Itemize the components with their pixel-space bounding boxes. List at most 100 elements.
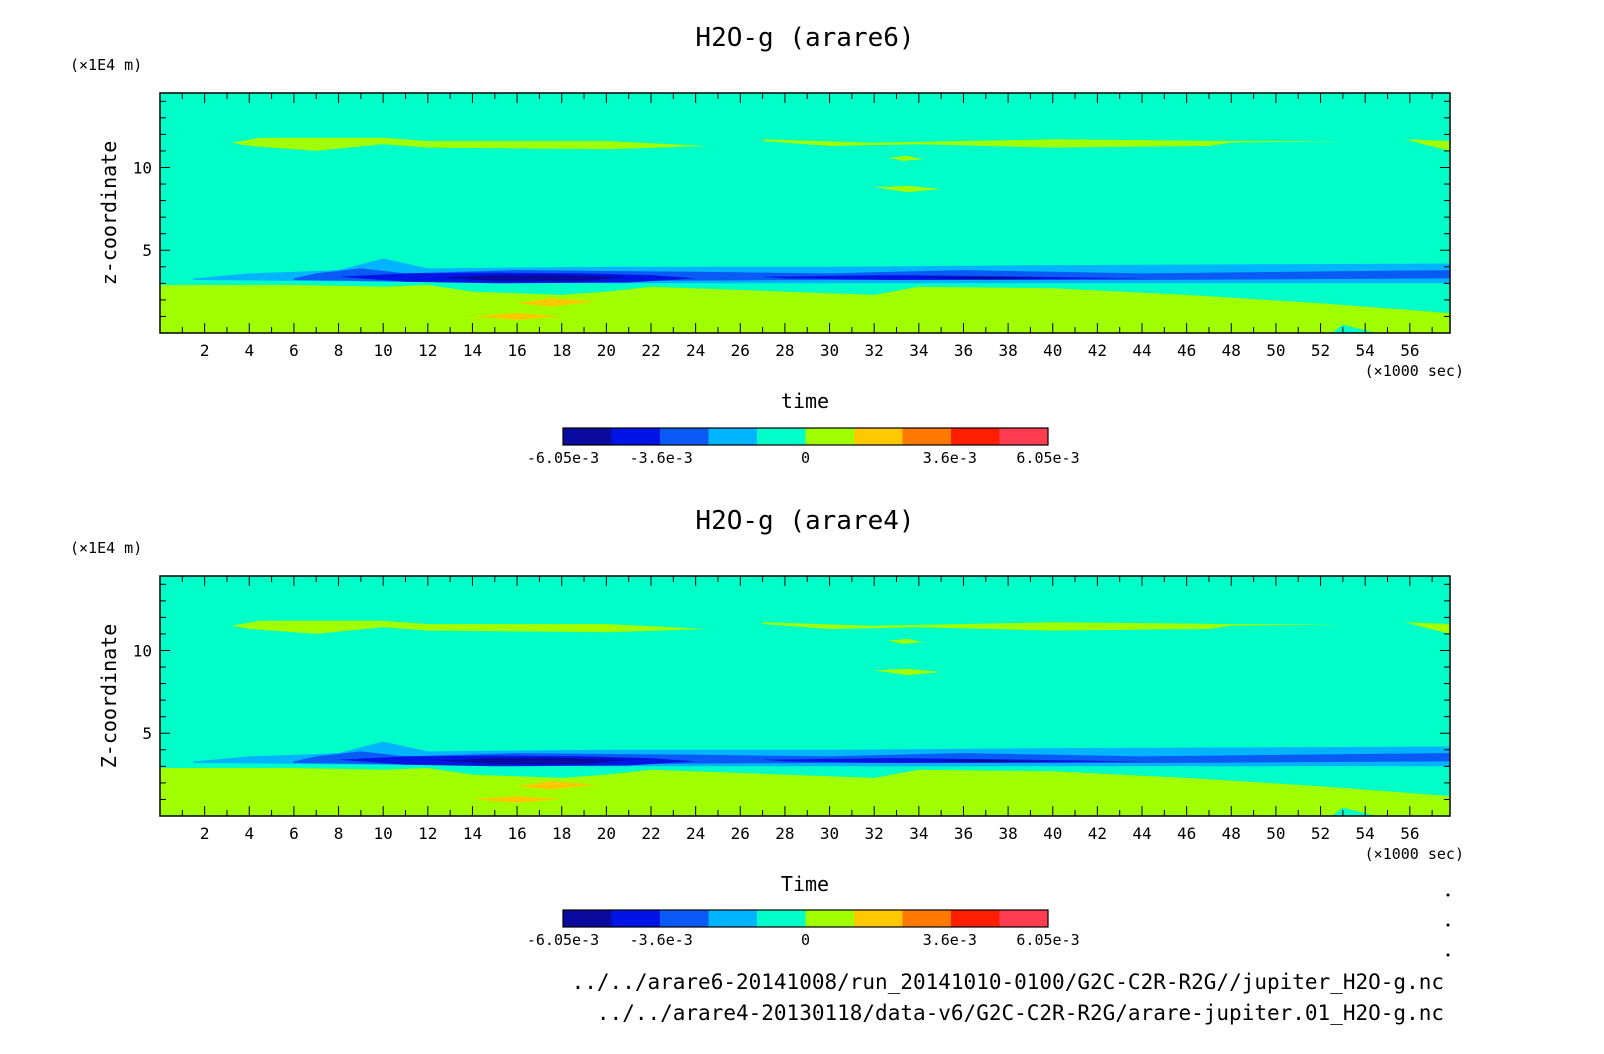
colorbar-tick-label: -6.05e-3 (527, 449, 599, 467)
heatmap-region (231, 137, 707, 151)
y-axis-label: Z-coordinate (97, 624, 121, 769)
footer-file-2: ../../arare4-20130118/data-v6/G2C-C2R-R2… (596, 1001, 1444, 1025)
x-tick-label: 16 (507, 824, 526, 843)
x-tick-label: 46 (1177, 824, 1196, 843)
colorbar-tick-label: 6.05e-3 (1016, 931, 1079, 949)
x-tick-label: 8 (334, 341, 344, 360)
colorbar-swatch (708, 910, 758, 927)
y-tick-label: 10 (133, 641, 152, 660)
colorbar-swatch (757, 910, 806, 927)
y-unit-label: (×1E4 m) (70, 56, 142, 74)
y-tick-label: 5 (142, 241, 152, 260)
colorbar-swatch (563, 910, 612, 927)
colorbar-frame (562, 909, 1049, 928)
x-tick-label: 24 (686, 824, 705, 843)
x-tick-label: 16 (507, 341, 526, 360)
chart-title: H2O-g (arare6) (695, 23, 914, 53)
footer-file-1: ../../arare6-20141008/run_20141010-0100/… (571, 970, 1444, 994)
x-tick-label: 48 (1222, 341, 1241, 360)
colorbar-tick-label: 6.05e-3 (1016, 449, 1079, 467)
x-tick-label: 52 (1311, 824, 1330, 843)
x-tick-label: 54 (1356, 341, 1375, 360)
x-tick-label: 38 (998, 824, 1017, 843)
x-tick-label: 28 (775, 341, 794, 360)
colorbar-swatch (660, 428, 709, 445)
heatmap-region (231, 620, 707, 634)
heatmap-region (762, 622, 1343, 631)
heatmap-region (517, 298, 596, 307)
colorbar-swatch (951, 910, 1000, 927)
y-axis-label: z-coordinate (97, 141, 121, 286)
plot-frame (159, 92, 1451, 334)
x-tick-label: 4 (244, 824, 254, 843)
colorbar-tick-label: 3.6e-3 (923, 931, 977, 949)
x-tick-label: 56 (1400, 341, 1419, 360)
x-tick-label: 46 (1177, 341, 1196, 360)
x-tick-label: 54 (1356, 824, 1375, 843)
colorbar-tick-label: 0 (801, 931, 810, 949)
chart-panel-1: 2 4 6 8 10 12 14 16 18 20 22 24 26 28 30 32 34 36 38 40 42 44… (70, 23, 1464, 467)
x-tick-label: 36 (954, 341, 973, 360)
colorbar-swatch (805, 910, 855, 927)
marker-dot (1446, 923, 1450, 927)
x-tick-label: 30 (820, 341, 839, 360)
x-tick-label: 40 (1043, 824, 1062, 843)
x-tick-label: 50 (1266, 824, 1285, 843)
heatmap-region (918, 759, 1053, 763)
x-tick-label: 30 (820, 824, 839, 843)
x-tick-label: 44 (1132, 341, 1151, 360)
x-tick-label: 8 (334, 824, 344, 843)
x-axis-label: time (781, 389, 829, 413)
colorbar-swatch (805, 428, 855, 445)
colorbar-swatch (999, 910, 1049, 927)
x-tick-label: 4 (244, 341, 254, 360)
x-tick-label: 14 (463, 341, 482, 360)
colorbar-swatch (708, 428, 758, 445)
colorbar-tick-label: -6.05e-3 (527, 931, 599, 949)
colorbar-tick-label: 0 (801, 449, 810, 467)
x-tick-label: 56 (1400, 824, 1419, 843)
x-tick-label: 42 (1088, 824, 1107, 843)
x-tick-label: 50 (1266, 341, 1285, 360)
x-tick-label: 40 (1043, 341, 1062, 360)
heatmap-region (887, 638, 924, 644)
colorbar-swatch (902, 428, 952, 445)
x-tick-label: 2 (200, 341, 210, 360)
colorbar-frame (562, 427, 1049, 446)
heatmap-region (439, 275, 629, 281)
x-tick-label: 18 (552, 341, 571, 360)
x-tick-label: 26 (731, 341, 750, 360)
heatmap-region (160, 768, 1450, 816)
y-unit-label: (×1E4 m) (70, 539, 142, 557)
chart-panel-2: 2 4 6 8 10 12 14 16 18 20 22 24 26 28 30 32 34 36 38 40 42 44… (70, 506, 1464, 949)
x-tick-label: 2 (200, 824, 210, 843)
x-tick-label: 26 (731, 824, 750, 843)
colorbar-swatch (902, 910, 952, 927)
x-tick-label: 6 (289, 341, 299, 360)
marker-dot (1446, 893, 1450, 897)
colorbar-swatch (563, 428, 612, 445)
x-tick-label: 18 (552, 824, 571, 843)
x-tick-label: 6 (289, 824, 299, 843)
x-tick-label: 38 (998, 341, 1017, 360)
x-tick-label: 12 (418, 341, 437, 360)
colorbar-swatch (757, 428, 806, 445)
heatmap-region (517, 781, 596, 790)
colorbar-swatch (611, 428, 661, 445)
chart-title: H2O-g (arare4) (695, 506, 914, 536)
x-unit-label: (×1000 sec) (1365, 362, 1464, 380)
x-tick-label: 10 (374, 341, 393, 360)
x-tick-label: 48 (1222, 824, 1241, 843)
heatmap-region (1405, 139, 1450, 151)
marker-dot (1446, 953, 1450, 957)
x-tick-label: 22 (641, 824, 660, 843)
x-tick-label: 32 (865, 824, 884, 843)
colorbar-swatch (999, 428, 1049, 445)
x-tick-label: 22 (641, 341, 660, 360)
x-tick-label: 34 (909, 824, 928, 843)
colorbar-swatch (611, 910, 661, 927)
colorbar-tick-label: -3.6e-3 (630, 931, 693, 949)
heatmap-region (762, 139, 1343, 148)
colorbar-swatch (660, 910, 709, 927)
x-tick-label: 24 (686, 341, 705, 360)
